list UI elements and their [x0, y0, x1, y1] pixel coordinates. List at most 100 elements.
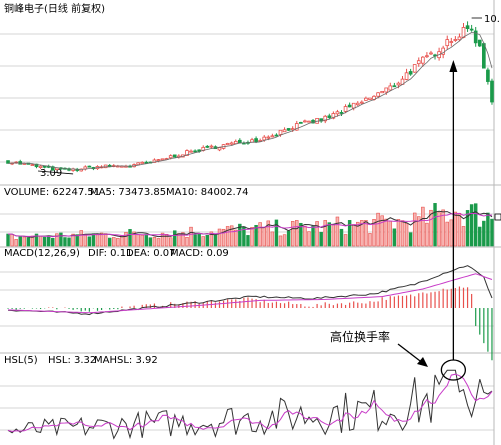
price-candle-body	[453, 39, 458, 41]
volume-bar	[270, 231, 275, 247]
volume-bar	[347, 220, 352, 247]
volume-bar	[148, 237, 153, 247]
volume-bar	[433, 203, 437, 247]
volume-bar	[26, 237, 31, 247]
volume-bar	[234, 229, 238, 247]
price-candle-body	[416, 60, 421, 65]
volume-scale-marker	[494, 213, 501, 221]
price-candle-body	[278, 129, 283, 135]
price-candle-body	[229, 142, 234, 145]
volume-bar	[404, 222, 409, 247]
price-candle-body	[168, 155, 173, 159]
annotation-label: 高位换手率	[330, 329, 390, 344]
volume-bar	[51, 237, 55, 247]
price-candle-body	[286, 128, 291, 131]
price-candle-body	[50, 166, 55, 171]
price-candle-body	[339, 112, 344, 114]
volume-bar	[124, 231, 128, 247]
volume-bar	[372, 219, 376, 247]
volume-bar	[384, 218, 388, 247]
price-candle-body	[254, 138, 258, 143]
volume-bar	[128, 229, 132, 247]
volume-bar	[34, 233, 39, 247]
price-candle-body	[351, 102, 356, 109]
price-candle-body	[140, 161, 145, 164]
volume-bar	[429, 209, 433, 247]
volume-bar	[250, 226, 254, 247]
annotation-label-arrow	[397, 343, 425, 365]
volume-bar	[307, 231, 311, 247]
price-candle-body	[404, 72, 409, 80]
price-candle-body	[233, 140, 238, 145]
volume-bar	[71, 233, 75, 247]
volume-bar	[75, 234, 79, 247]
price-candle-body	[384, 87, 389, 93]
price-candle-body	[185, 150, 189, 156]
price-candle-body	[327, 115, 332, 118]
price-candle-body	[473, 30, 478, 44]
volume-bar	[437, 212, 441, 247]
volume-bar	[262, 227, 266, 247]
macd-dif-line	[7, 265, 493, 316]
price-candle-body	[152, 159, 157, 163]
price-candle-body	[274, 134, 279, 137]
volume-ma10-label: MA10: 84002.74	[166, 187, 248, 198]
volume-bar	[83, 233, 88, 247]
volume-bar	[14, 239, 18, 247]
volume-bar	[400, 220, 405, 247]
volume-bar	[79, 230, 83, 247]
volume-bar	[388, 221, 393, 247]
price-candle-body	[303, 120, 307, 123]
volume-bar	[360, 220, 364, 247]
volume-bar	[107, 237, 112, 247]
volume-bar	[368, 233, 372, 247]
price-candle-body	[449, 41, 454, 43]
price-candle-body	[469, 28, 474, 31]
price-candle-body	[205, 145, 210, 148]
price-candle-body	[343, 106, 348, 112]
annotation-arrowhead	[449, 60, 458, 72]
volume-bar	[246, 235, 250, 247]
price-candle-body	[408, 71, 413, 75]
volume-bar	[327, 222, 332, 247]
price-candle-body	[172, 154, 177, 158]
volume-bar	[425, 222, 429, 247]
volume-bar	[189, 226, 193, 247]
volume-bar	[482, 220, 486, 247]
price-candle-body	[347, 104, 352, 108]
volume-bar	[168, 237, 173, 247]
volume-bar	[120, 235, 124, 247]
volume-ma5-label: MA5: 73473.85	[90, 187, 166, 198]
volume-bar	[417, 216, 421, 247]
volume-bar	[376, 212, 380, 247]
volume-bar	[335, 216, 340, 247]
volume-bar	[229, 225, 234, 247]
price-ma-line	[7, 31, 493, 170]
volume-ma10-line	[7, 212, 492, 238]
volume-bar	[461, 226, 466, 247]
price-candle-body	[392, 85, 397, 88]
volume-bar	[160, 232, 165, 247]
volume-bar	[364, 220, 368, 247]
price-candle-body	[364, 97, 368, 101]
volume-bar	[103, 233, 108, 247]
price-high-label: 10.	[484, 14, 500, 25]
volume-bar	[221, 228, 226, 247]
macd-dif-label: DIF: 0.11	[88, 248, 132, 259]
price-candle-body	[429, 52, 433, 55]
volume-bar	[116, 238, 120, 247]
volume-bar	[140, 234, 144, 247]
volume-bar	[290, 221, 295, 247]
volume-ma5-line	[7, 210, 493, 238]
price-candle-body	[425, 55, 429, 58]
price-candle-body	[299, 121, 303, 124]
price-panel-title: 铜峰电子(日线 前复权)	[4, 2, 105, 15]
volume-bar	[486, 212, 490, 247]
price-candle-body	[30, 164, 35, 166]
volume-bar	[18, 235, 22, 247]
volume-bar	[95, 233, 100, 247]
price-candle-body	[368, 97, 372, 100]
price-candle-body	[355, 102, 360, 106]
price-candle-body	[335, 111, 340, 115]
price-low-pointer	[37, 170, 74, 175]
